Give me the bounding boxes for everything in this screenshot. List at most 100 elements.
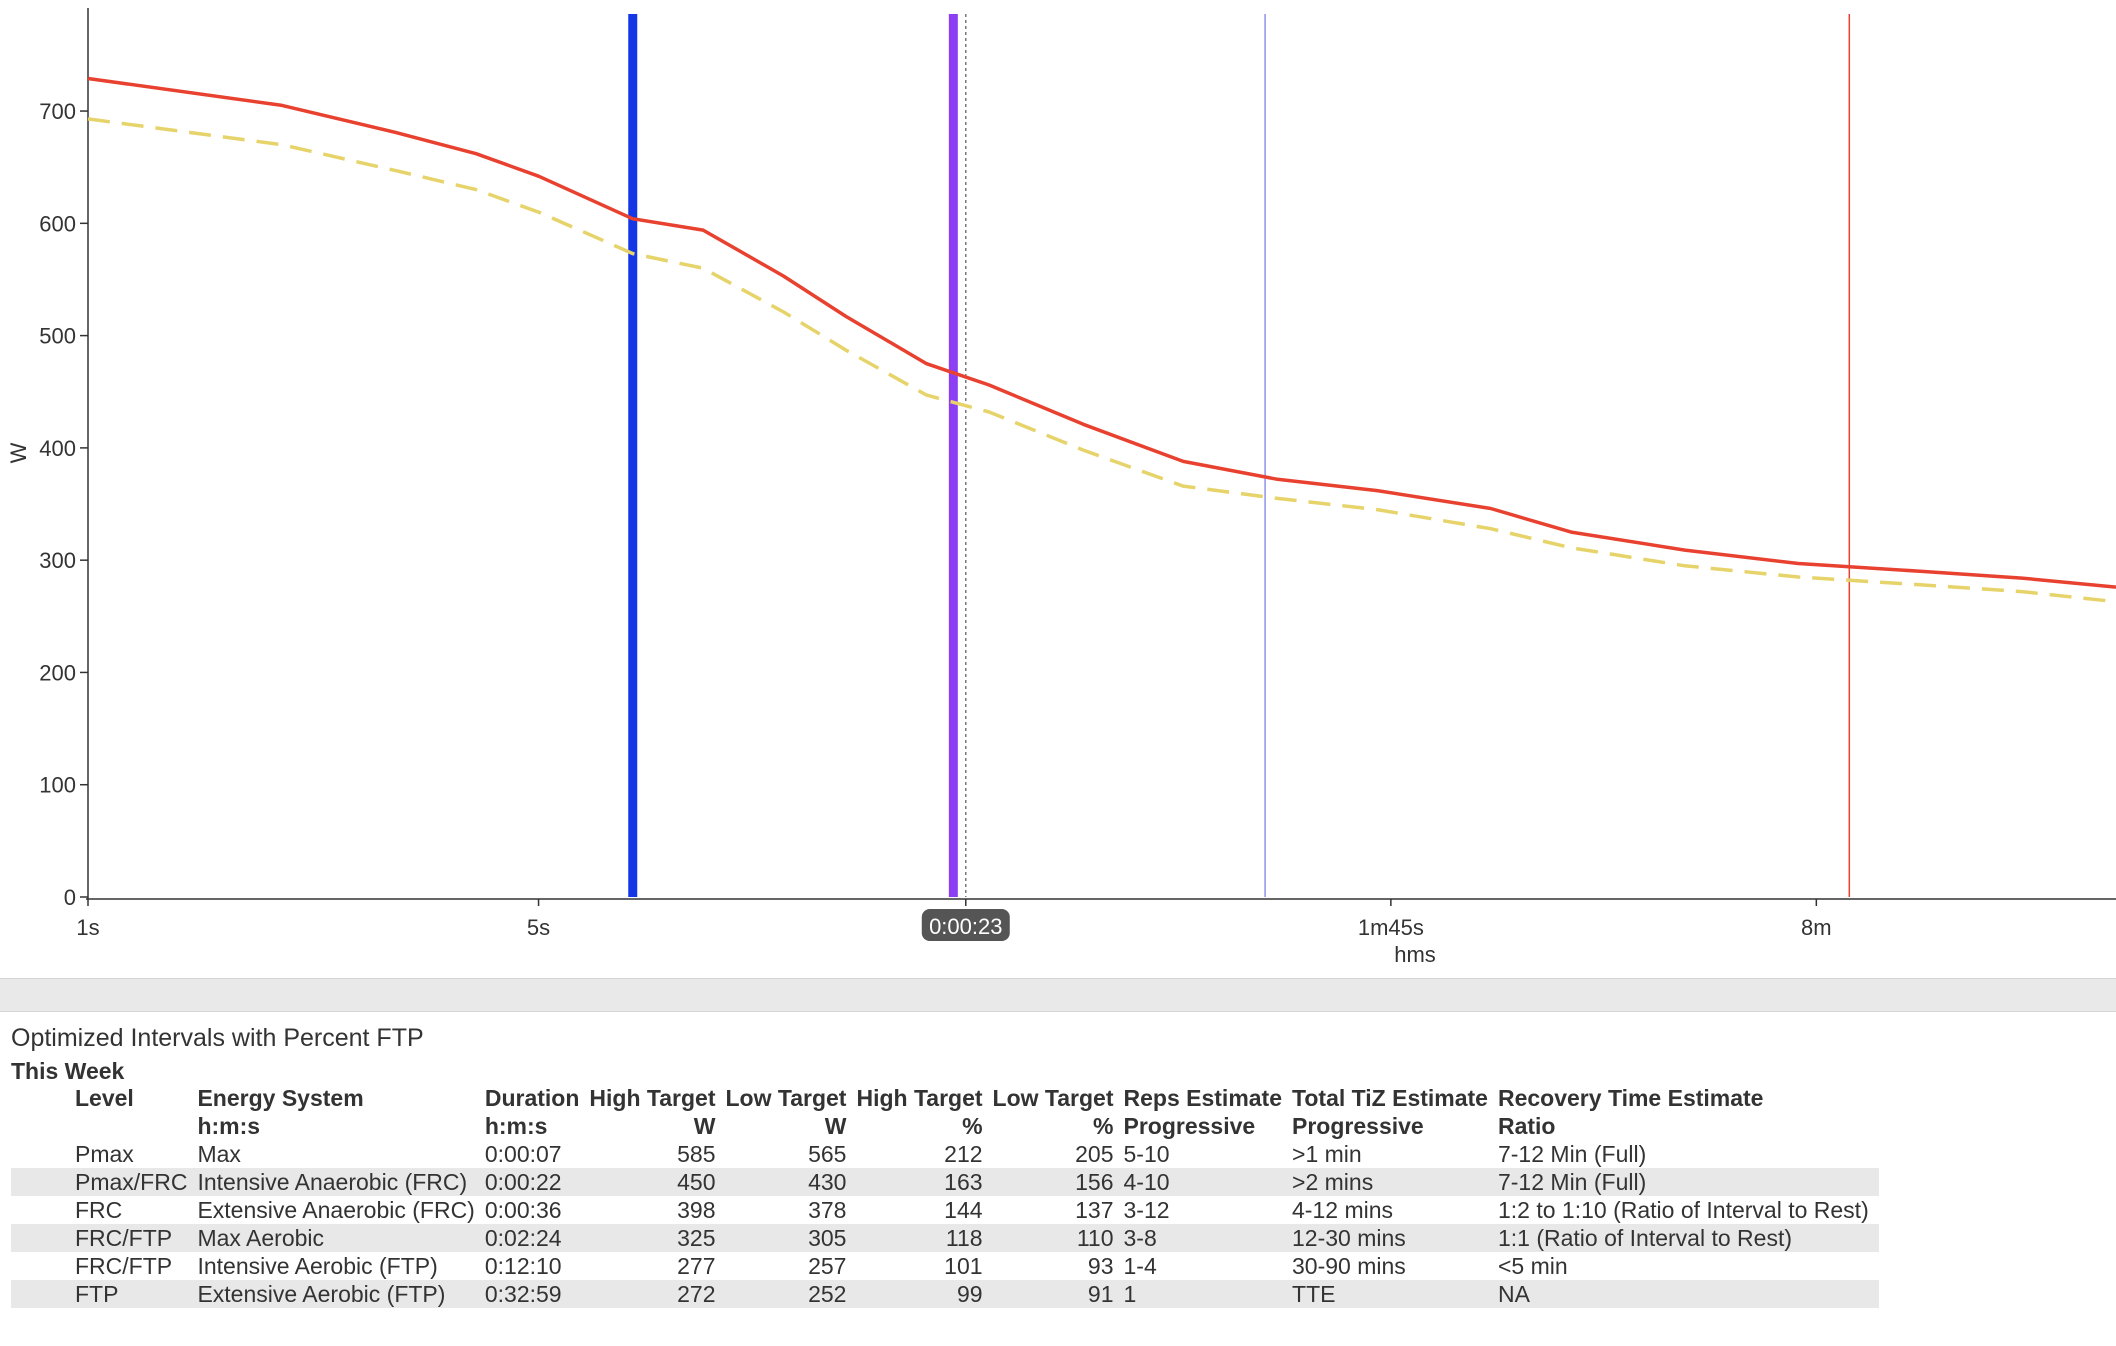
table-cell: Extensive Aerobic (FTP) <box>197 1280 485 1308</box>
table-cell: 0:00:22 <box>484 1168 590 1196</box>
table-cell: 1:2 to 1:10 (Ratio of Interval to Rest) <box>1497 1197 1869 1223</box>
column-header-line2 <box>75 1112 187 1140</box>
column-header: Duration h:m:s <box>485 1084 590 1140</box>
x-tick-label: 5s <box>527 915 550 940</box>
table-cell: Max Aerobic <box>197 1224 485 1252</box>
y-tick-label: 100 <box>39 773 76 798</box>
series-line-solid <box>87 76 2116 589</box>
column-header-line2: Progressive <box>1123 1113 1256 1139</box>
table-cell: 4-10 <box>1123 1168 1293 1196</box>
table-cell: 4-12 mins <box>1292 1197 1393 1223</box>
column-header: Energy System h:m:s <box>197 1084 484 1140</box>
table-cell: 1-4 <box>1123 1253 1157 1279</box>
series-line-dashed <box>87 117 2116 604</box>
column-header-line2: % <box>962 1113 983 1139</box>
column-header-line1: Low Target <box>725 1085 847 1111</box>
table-cell: 565 <box>808 1141 847 1167</box>
x-tick-label: 1s <box>76 915 99 940</box>
table-body: Pmax Max 0:00:07 585 565 212 205 5-10 >1 min 7-12… <box>11 1140 1879 1308</box>
intervals-table: Level Energy System h:m:s Duration h:m:s Hig… <box>11 1084 1879 1308</box>
header-row: Level Energy System h:m:s Duration h:m:s Hig… <box>11 1084 1879 1140</box>
table-cell: 93 <box>1087 1253 1114 1279</box>
table-cell: 325 <box>589 1224 726 1252</box>
table-row: Pmax Max 0:00:07 585 565 212 205 5-10 >1 min 7-12… <box>11 1140 1879 1168</box>
table-cell: 305 <box>725 1224 857 1252</box>
table-cell: <5 min <box>1497 1253 1568 1279</box>
y-tick-label: 200 <box>39 660 76 685</box>
table-cell: 12-30 mins <box>1292 1224 1498 1252</box>
table-cell: NA <box>1497 1280 1879 1308</box>
column-header-line1: Total TiZ Estimate <box>1292 1085 1488 1111</box>
table-cell: Intensive Anaerobic (FRC) <box>197 1168 485 1196</box>
y-tick-label: 700 <box>39 99 76 124</box>
column-header-line2: h:m:s <box>197 1113 261 1139</box>
table-cell: 110 <box>992 1224 1124 1252</box>
column-header-line1: Reps Estimate <box>1123 1085 1283 1111</box>
x-tick-label: 1m45s <box>1358 915 1424 940</box>
table-cell: 118 <box>856 1224 993 1252</box>
column-header-line1: High Target <box>856 1085 983 1111</box>
table-cell: FTP <box>11 1280 198 1308</box>
column-header-line2: W <box>824 1113 847 1139</box>
table-cell: 99 <box>856 1280 993 1308</box>
table-header: Level Energy System h:m:s Duration h:m:s Hig… <box>11 1084 1879 1140</box>
column-header-line2: h:m:s <box>484 1113 548 1139</box>
table-cell: 137 <box>1075 1197 1114 1223</box>
table-cell: 5-10 <box>1123 1141 1170 1167</box>
table-cell: FRC/FTP <box>11 1224 198 1252</box>
section-label: This Week <box>11 1058 125 1084</box>
table-row: Pmax/FRC Intensive Anaerobic (FRC) 0:00:22… <box>11 1168 1879 1196</box>
power-duration-chart: 01002003004005006007001s5s21m45s8mhmsW0:… <box>6 8 2116 967</box>
column-header: Level <box>11 1084 197 1140</box>
table-cell: Extensive Anaerobic (FRC) <box>197 1197 475 1223</box>
y-tick-label: 300 <box>39 548 76 573</box>
table-cell: 30-90 mins <box>1292 1253 1406 1279</box>
table-cell: 430 <box>725 1168 857 1196</box>
table-cell: 205 <box>1075 1141 1114 1167</box>
column-header-line1: Energy System <box>197 1085 364 1111</box>
column-header-line2: W <box>693 1113 716 1139</box>
column-header-line1: Duration <box>484 1085 580 1111</box>
column-header-line2: % <box>1093 1113 1114 1139</box>
y-tick-label: 0 <box>64 885 76 910</box>
column-header: High Target W <box>589 1084 725 1140</box>
table-cell: 398 <box>677 1197 716 1223</box>
cursor-tooltip <box>921 909 1010 941</box>
column-header-line1: Level <box>75 1085 134 1111</box>
table-cell: 212 <box>944 1141 983 1167</box>
table-row: FRC/FTP Max Aerobic 0:02:24 325 305 118 110 3-8… <box>11 1224 1879 1252</box>
table-cell: FRC/FTP <box>75 1253 173 1279</box>
table-cell: 163 <box>856 1168 993 1196</box>
table-cell: 7-12 Min (Full) <box>1497 1141 1647 1167</box>
table-row: FRC Extensive Anaerobic (FRC) 0:00:36 398 37… <box>11 1196 1879 1224</box>
y-axis-title: W <box>6 442 31 463</box>
table-cell: Pmax <box>75 1141 134 1167</box>
table-cell: 101 <box>944 1253 983 1279</box>
y-tick-label: 500 <box>39 324 76 349</box>
column-header-line2: Progressive <box>1292 1113 1424 1139</box>
table-cell: 378 <box>808 1197 847 1223</box>
panel-divider <box>0 978 2116 1012</box>
table-cell: 156 <box>992 1168 1124 1196</box>
column-header: High Target% <box>856 1084 992 1140</box>
table-cell: 1 <box>1123 1280 1293 1308</box>
table-cell: Intensive Aerobic (FTP) <box>197 1253 438 1279</box>
table-cell: 0:32:59 <box>484 1280 590 1308</box>
table-cell: 7-12 Min (Full) <box>1497 1168 1879 1196</box>
column-header-line1: High Target <box>589 1085 716 1111</box>
table-cell: 272 <box>589 1280 726 1308</box>
y-tick-label: 400 <box>39 436 76 461</box>
column-header-line1: Low Target <box>992 1085 1114 1111</box>
y-tick-label: 600 <box>39 211 76 236</box>
table-cell: 252 <box>725 1280 857 1308</box>
table-cell: 450 <box>589 1168 726 1196</box>
table-cell: 144 <box>944 1197 983 1223</box>
table-cell: 3-12 <box>1123 1197 1170 1223</box>
cursor-tooltip-label: 0:00:23 <box>929 914 1002 939</box>
table-cell: 585 <box>677 1141 716 1167</box>
column-header: Reps Estimate Progressive <box>1124 1084 1293 1140</box>
panel-title: Optimized Intervals with Percent FTP <box>11 1024 424 1052</box>
table-cell: 0:12:10 <box>484 1253 562 1279</box>
table-cell: FRC <box>75 1197 123 1223</box>
table-row: FRC/FTP Intensive Aerobic (FTP) 0:12:10 277… <box>11 1252 1879 1280</box>
